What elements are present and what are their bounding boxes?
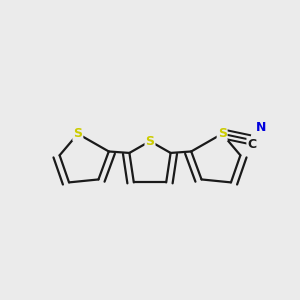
Text: S: S [74, 127, 82, 140]
Text: S: S [218, 127, 226, 140]
Text: S: S [146, 135, 154, 148]
Text: C: C [247, 139, 256, 152]
Text: N: N [256, 122, 266, 134]
